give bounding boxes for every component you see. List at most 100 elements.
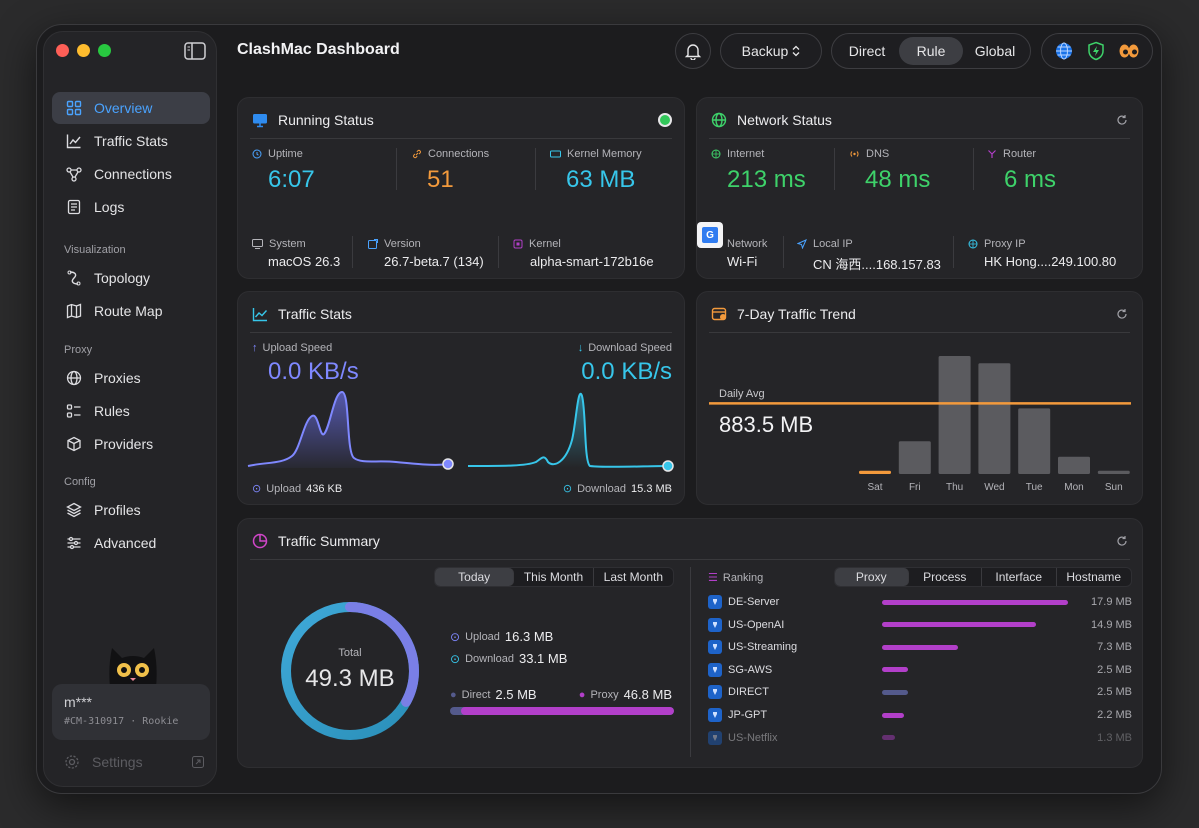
proxy-ip-value: HK Hong....249.100.80 [984,254,1117,269]
tab-last-month[interactable]: Last Month [603,570,664,584]
ranking-value: 2.2 MB [1097,709,1132,721]
divider [834,148,835,190]
divider [973,148,974,190]
trend-bar-wed[interactable] [978,363,1011,474]
ranking-row[interactable]: US-Netflix 1.3 MB [708,727,1132,749]
trend-bar-thu[interactable] [938,356,971,474]
system-label: System [252,238,306,250]
download-speed-value: 0.0 KB/s [581,358,672,385]
router-label-text: Router [1003,148,1037,160]
tab-process[interactable]: Process [909,568,982,586]
ranking-name: SG-AWS [728,663,773,676]
tab-this-month[interactable]: This Month [514,568,594,586]
status-indicator [658,113,672,127]
divider [396,148,397,190]
trend-bar-sun[interactable] [1097,470,1130,474]
translate-icon[interactable]: G [697,222,723,248]
upload-total-label: Upload [266,482,302,495]
summary-upload: ⊙ Upload 16.3 MB [450,629,553,644]
ranking-row[interactable]: DIRECT 2.5 MB [708,681,1132,703]
refresh-icon[interactable] [1116,535,1128,547]
total-label: Total [338,647,362,659]
mode-rule[interactable]: Rule [899,37,963,65]
trend-bar-mon[interactable] [1058,456,1090,474]
ranking-bar-track [882,712,1072,718]
network-value: Wi-Fi [727,254,758,269]
ranking-row[interactable]: JP-GPT 2.2 MB [708,704,1132,726]
minimize-window-button[interactable] [77,44,90,57]
ranking-name: DIRECT [728,686,769,699]
notifications-button[interactable] [675,33,711,69]
sidebar-item-profiles[interactable]: Profiles [52,494,210,526]
mode-selector: Direct Rule Global [831,33,1031,69]
trend-tick-tue: Tue [1026,482,1043,493]
download-area [468,393,668,468]
daily-avg-value: 883.5 MB [719,412,814,437]
trend-bar-tue[interactable] [1018,408,1051,474]
sidebar-item-connections[interactable]: Connections [52,158,210,190]
upload-total-value: 436 KB [306,482,343,495]
divider [953,236,954,268]
sidebar-item-topology[interactable]: Topology [52,262,210,294]
sliders-icon [67,536,81,550]
mode-global[interactable]: Global [974,43,1016,59]
internet-label-text: Internet [727,148,765,160]
trend-tick-thu: Thu [946,482,963,493]
total-value: 49.3 MB [305,665,395,692]
bolt-shield-icon[interactable] [1087,41,1105,61]
trend-bar-sat[interactable] [859,470,891,474]
dns-latency: 48 ms [865,166,931,193]
sidebar-item-providers[interactable]: Providers [52,428,210,460]
uptime-label-text: Uptime [268,148,303,160]
kernel-memory-value: 63 MB [566,166,636,193]
user-card[interactable]: m*** #CM-310917 · Rookie [52,684,210,740]
gear-icon [65,755,79,769]
sidebar-item-rules[interactable]: Rules [52,395,210,427]
eyes-icon[interactable] [1118,41,1140,61]
bell-icon [684,44,702,60]
tab-today[interactable]: Today [435,568,515,586]
sidebar-item-route-map[interactable]: Route Map [52,295,210,327]
upload-speed-label-text: Upload Speed [262,342,333,354]
ranking-row[interactable]: US-OpenAI 14.9 MB [708,614,1132,636]
sidebar-item-advanced[interactable]: Advanced [52,527,210,559]
refresh-icon[interactable] [1116,308,1128,320]
sidebar-item-logs[interactable]: Logs [52,191,210,223]
ranking-row[interactable]: DE-Server 17.9 MB [708,591,1132,613]
sidebar-toggle-icon[interactable] [184,42,206,60]
zoom-window-button[interactable] [98,44,111,57]
download-total: ⊙ Download 15.3 MB [563,482,672,496]
globe-icon[interactable] [1054,41,1074,61]
sidebar-item-traffic-stats[interactable]: Traffic Stats [52,125,210,157]
user-meta: #CM-310917 · Rookie [64,716,179,727]
section-title-config: Config [64,476,96,488]
ranking-list[interactable]: DE-Server 17.9 MB US-OpenAI 14.9 MB US-Strea… [698,591,1138,765]
ranking-row[interactable]: US-Streaming 7.3 MB [708,636,1132,658]
sidebar-item-label: Connections [94,166,172,182]
sidebar-item-label: Logs [94,199,125,215]
sidebar-item-overview[interactable]: Overview [52,92,210,124]
upload-line [247,390,449,467]
uptime-value: 6:07 [268,166,315,193]
traffic-summary-card: Traffic Summary Today This Month Last Mo… [237,518,1143,768]
sidebar-item-proxies[interactable]: Proxies [52,362,210,394]
refresh-icon[interactable] [1116,114,1128,126]
collapse-icon[interactable] [192,756,204,768]
ranking-bar [882,622,1037,628]
ranking-value: 2.5 MB [1097,686,1132,699]
version-icon [368,239,378,249]
trend-bar-fri[interactable] [898,441,931,474]
close-window-button[interactable] [56,44,69,57]
tab-interface[interactable]: Interface [982,568,1057,586]
ranking-bar [882,689,909,695]
arrow-down-icon: ↓ [577,342,584,354]
upload-circle-icon: ⊙ [252,483,262,495]
ranking-row[interactable]: SG-AWS 2.5 MB [708,659,1132,681]
tab-proxy[interactable]: Proxy [835,568,909,586]
backup-button[interactable]: Backup [720,33,822,69]
settings-button[interactable]: Settings [64,754,204,770]
traffic-sparklines [247,390,674,472]
mode-direct[interactable]: Direct [848,43,886,59]
divider [709,332,1130,333]
tab-hostname[interactable]: Hostname [1066,570,1122,584]
